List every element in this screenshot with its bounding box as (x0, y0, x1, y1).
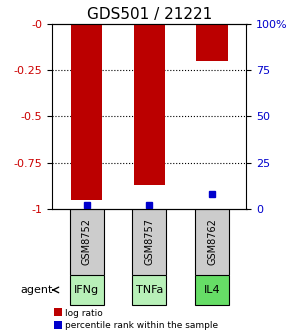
Text: GSM8752: GSM8752 (82, 218, 92, 265)
Bar (195, 209, 229, 275)
Text: percentile rank within the sample: percentile rank within the sample (65, 321, 218, 330)
Text: agent: agent (21, 285, 53, 295)
Text: log ratio: log ratio (65, 308, 102, 318)
Bar (70, 275, 104, 305)
Text: IL4: IL4 (204, 285, 220, 295)
Bar (54, 321, 61, 329)
Bar (71, 24, 102, 200)
Bar (196, 24, 228, 60)
Bar (195, 275, 229, 305)
Text: GSM8757: GSM8757 (144, 218, 154, 265)
Text: GSM8762: GSM8762 (207, 218, 217, 265)
Bar (133, 209, 166, 275)
Text: TNFa: TNFa (136, 285, 163, 295)
Text: IFNg: IFNg (74, 285, 99, 295)
Bar (134, 24, 165, 185)
Bar (70, 209, 104, 275)
Bar (54, 308, 61, 317)
Title: GDS501 / 21221: GDS501 / 21221 (87, 7, 212, 23)
Bar (133, 275, 166, 305)
